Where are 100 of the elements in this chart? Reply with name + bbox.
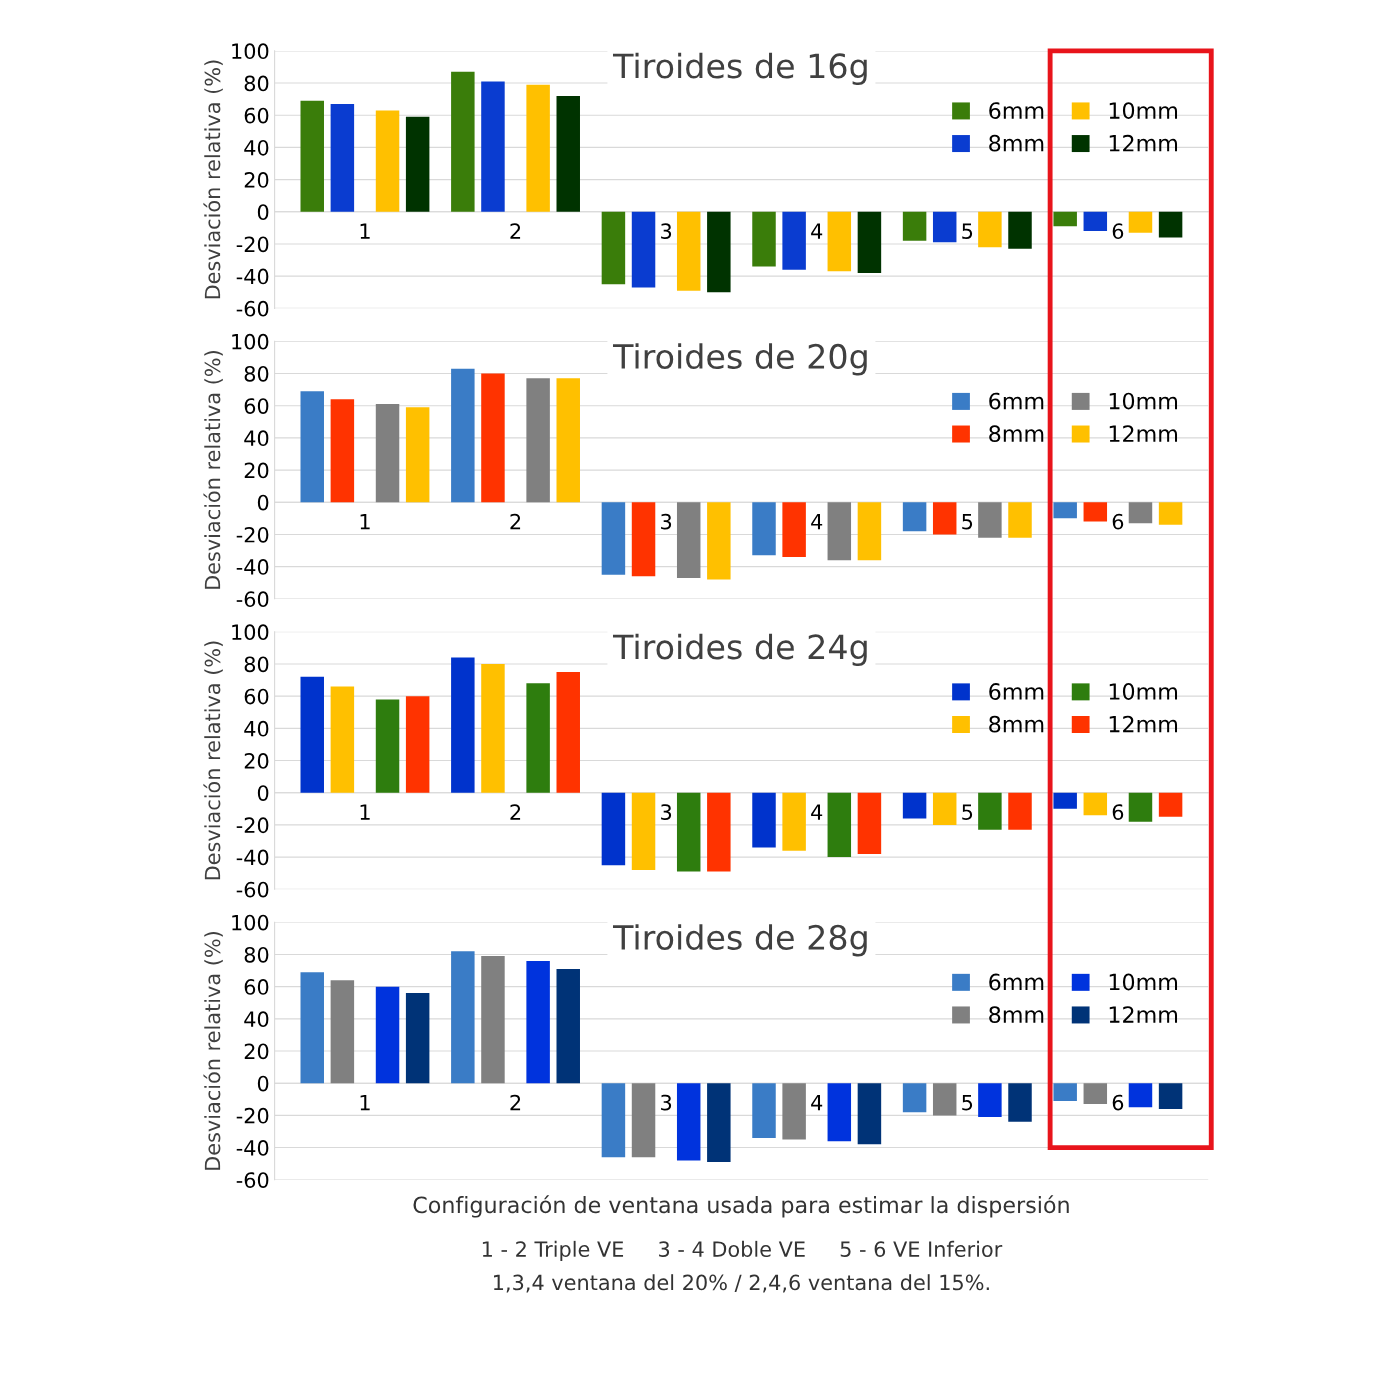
y-tick-label: -20 — [236, 236, 269, 253]
bar — [902, 211, 927, 241]
bar — [1053, 792, 1077, 809]
legend-label: 12mm — [1109, 425, 1178, 442]
chart-title: Tiroides de 24g — [612, 633, 867, 666]
bar — [300, 676, 324, 793]
y-tick-label: 40 — [244, 1011, 269, 1028]
x-tick-label: 5 — [962, 223, 973, 240]
bar — [375, 110, 400, 212]
y-tick-label: 60 — [244, 979, 269, 995]
bar — [676, 792, 701, 872]
y-tick-label: -40 — [236, 268, 269, 285]
bar — [932, 211, 957, 243]
y-tick-label: 20 — [244, 753, 269, 769]
bar — [1083, 502, 1108, 522]
bar — [707, 211, 731, 293]
bar — [752, 792, 776, 848]
y-tick-label: -40 — [236, 1140, 269, 1156]
bar — [1008, 1083, 1032, 1122]
bar — [451, 71, 475, 212]
x-tick-label: 4 — [811, 223, 823, 239]
bar — [827, 1083, 852, 1142]
bar — [1158, 1083, 1183, 1109]
bar — [782, 1083, 806, 1140]
y-tick-label: -60 — [236, 300, 269, 317]
bar — [405, 116, 430, 212]
x-axis-title: Configuración de ventana usada para estimar la dispersión — [413, 1195, 1069, 1218]
y-tick-label: 0 — [257, 1075, 269, 1092]
bar — [601, 1083, 626, 1158]
bar — [330, 980, 355, 1084]
bar — [1053, 211, 1077, 227]
legend-label: 12mm — [1109, 715, 1178, 733]
bar — [676, 1083, 701, 1161]
bar — [330, 399, 355, 503]
legend-label: 10mm — [1109, 102, 1178, 119]
bar — [1158, 792, 1183, 817]
bar — [902, 792, 927, 819]
bar — [526, 378, 550, 503]
y-tick-label: 40 — [244, 139, 269, 156]
bar — [978, 211, 1002, 248]
text: 1 - 2 Triple VE 3 - 4 Doble VE 5 - 6 VE Inferior — [482, 1240, 1003, 1262]
bar — [932, 502, 957, 535]
legend-label: 10mm — [1109, 973, 1178, 991]
x-tick-label: 5 — [962, 1094, 973, 1111]
bar — [932, 792, 957, 825]
bar — [857, 1083, 882, 1145]
bar — [405, 696, 430, 793]
y-axis-title: Desviación relativa (%) — [203, 351, 223, 589]
bar — [902, 502, 927, 532]
bar — [978, 1083, 1002, 1117]
x-tick-label: 4 — [811, 1094, 823, 1111]
bar — [1128, 792, 1153, 822]
bar — [1008, 792, 1032, 830]
bar — [375, 986, 400, 1084]
legend-label: 6mm — [989, 392, 1044, 410]
bar — [1053, 502, 1077, 519]
y-axis-title: Desviación relativa (%) — [203, 60, 223, 299]
x-tick-label: 1 — [360, 514, 370, 530]
bar — [676, 502, 701, 578]
bar — [857, 211, 882, 273]
legend-label: 8mm — [989, 425, 1044, 443]
y-tick-label: -40 — [236, 559, 269, 575]
bar — [1083, 211, 1108, 232]
bar — [1158, 502, 1183, 525]
x-tick-label: 6 — [1112, 1094, 1124, 1111]
legend-label: 6mm — [989, 683, 1044, 700]
bar — [526, 84, 550, 212]
y-tick-label: 60 — [244, 398, 269, 414]
bar — [1158, 211, 1183, 238]
bar — [902, 1083, 927, 1113]
bar — [631, 502, 656, 577]
bar — [676, 211, 701, 291]
bar — [631, 211, 656, 288]
x-tick-label: 5 — [962, 514, 973, 530]
x-tick-label: 3 — [661, 1094, 672, 1111]
x-tick-label: 3 — [661, 513, 672, 530]
x-tick-label: 2 — [510, 223, 521, 239]
bar — [752, 211, 776, 267]
x-tick-label: 6 — [1112, 804, 1124, 820]
legend-label: 6mm — [989, 973, 1044, 991]
chart-title: Tiroides de 16g — [612, 52, 867, 86]
bar — [782, 792, 806, 851]
bar — [932, 1083, 957, 1116]
y-tick-label: 80 — [244, 656, 269, 673]
y-tick-label: 100 — [232, 43, 269, 60]
legend-label: 10mm — [1109, 392, 1178, 410]
bar — [631, 1083, 656, 1158]
y-tick-label: 100 — [232, 333, 269, 350]
bar — [526, 960, 550, 1084]
x-tick-label: 1 — [360, 223, 370, 239]
x-tick-label: 2 — [510, 1094, 521, 1111]
bar — [451, 951, 475, 1084]
y-tick-label: 100 — [232, 914, 269, 931]
y-tick-label: 40 — [244, 430, 269, 447]
chart-title: Tiroides de 28g — [612, 924, 867, 957]
y-tick-label: -20 — [236, 1107, 269, 1124]
bar — [1083, 792, 1108, 816]
x-tick-label: 3 — [661, 223, 672, 240]
bar — [1008, 211, 1032, 249]
legend-label: 8mm — [989, 134, 1044, 152]
